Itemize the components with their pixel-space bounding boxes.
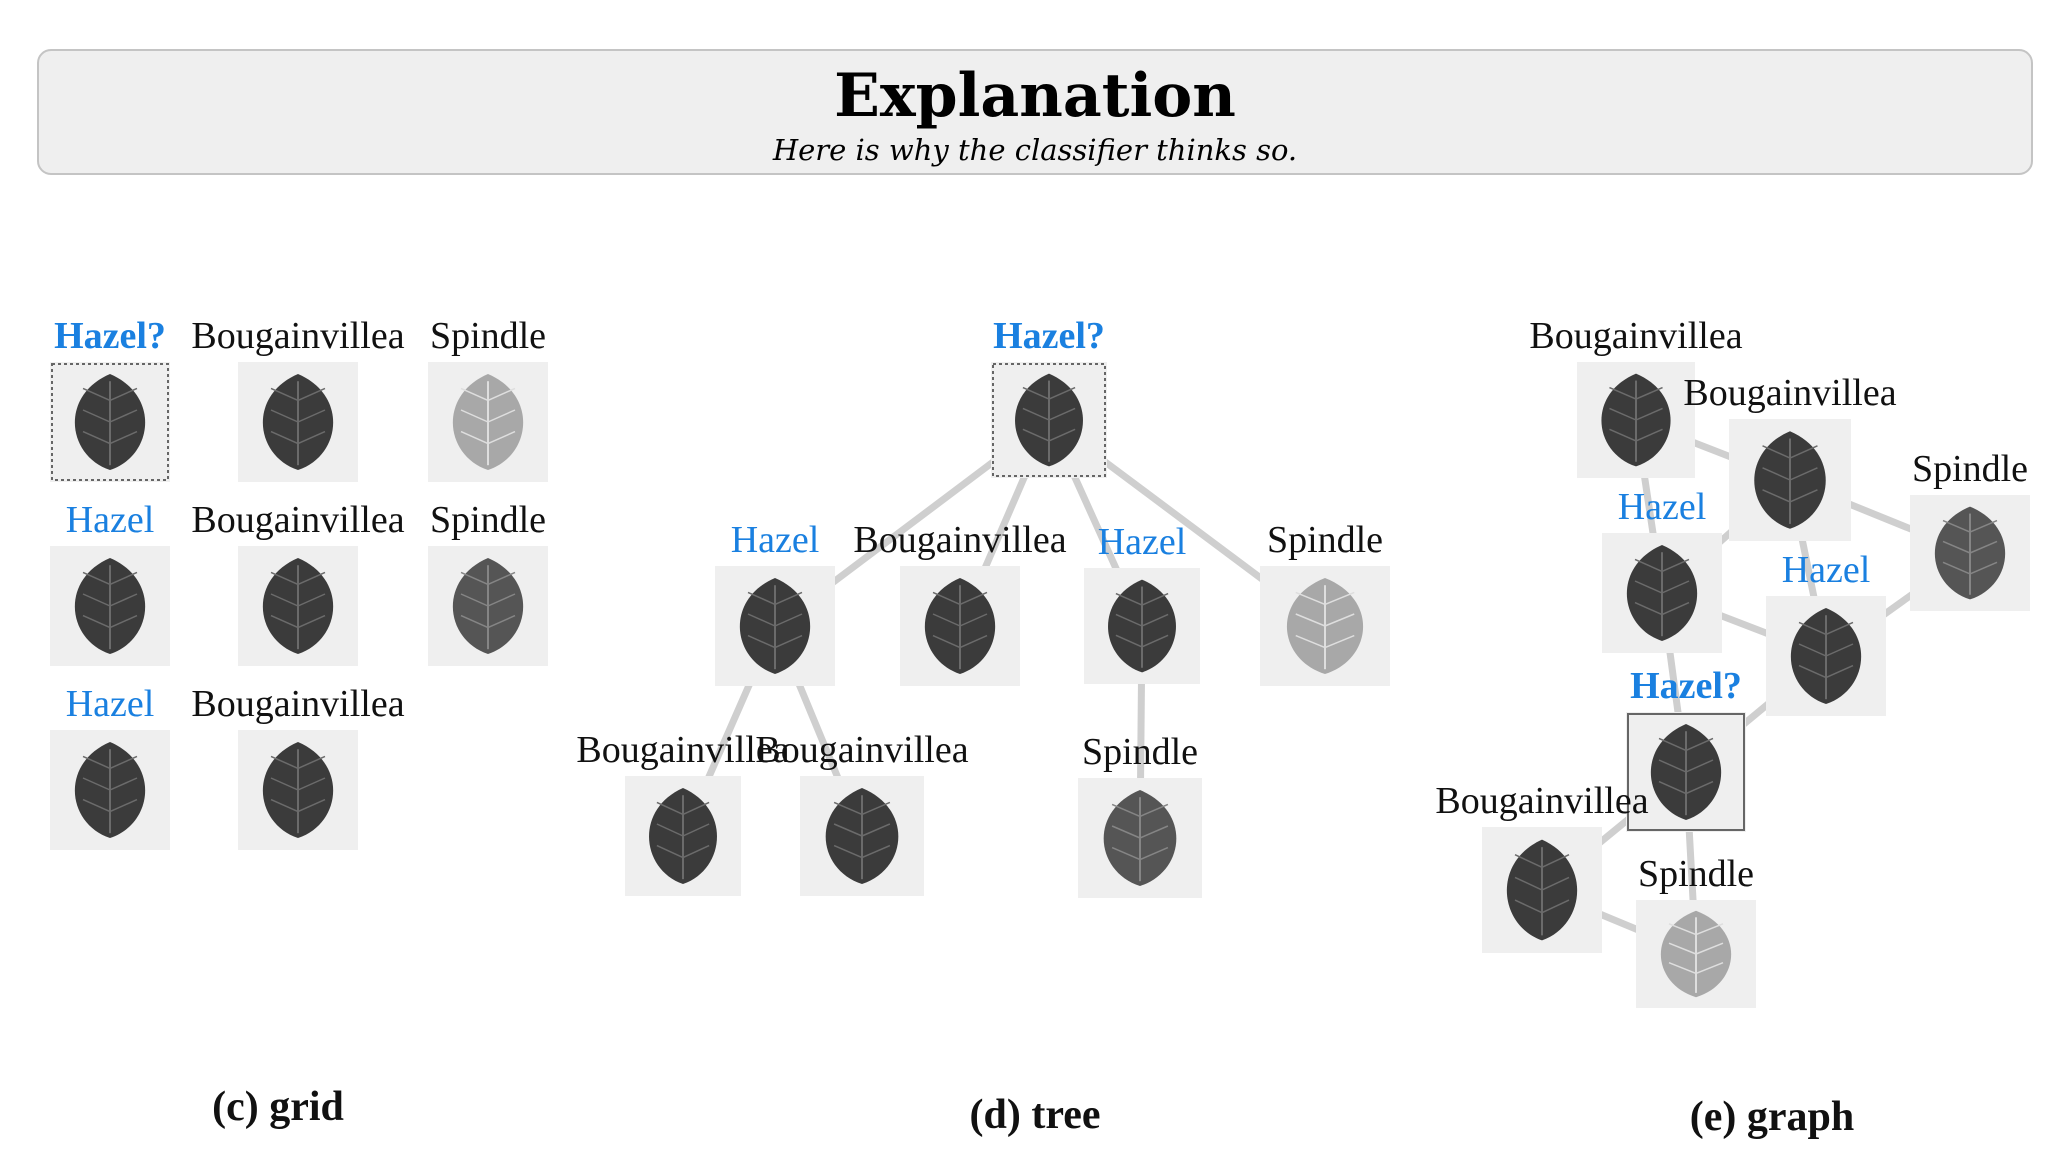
node-label: Bougainvillea [1683,372,1896,414]
header-subtitle: Here is why the classifier thinks so. [772,133,1298,167]
node-label: Bougainvillea [1529,315,1742,357]
graph-caption: (e) graph [1690,1094,1854,1140]
header-title: Explanation [834,61,1236,131]
node-label: Hazel [731,519,820,561]
leaf-icon [924,578,996,674]
node-label: Bougainvillea [191,499,404,541]
leaf-icon [1934,506,2006,600]
grid-node: Bougainvillea [191,683,405,850]
leaf-icon [1108,579,1176,673]
graph-panel: Bougainvillea Bougainvillea Spindle Hazel Ha… [1435,315,2030,1140]
node-label: Bougainvillea [191,683,404,725]
tree-node: Bougainvillea [576,729,790,896]
tree-node: Hazel? [991,315,1107,478]
leaf-icon [262,742,334,838]
tree-node: Bougainvillea [755,729,969,896]
tree-node: Spindle [1260,519,1390,686]
graph-node: Spindle [1636,853,1756,1008]
grid-node: Hazel? [50,315,170,482]
tree-caption: (d) tree [970,1092,1101,1138]
node-label: Spindle [1912,448,2028,490]
tree-node: Hazel [715,519,835,686]
query-box [992,363,1106,477]
node-label: Bougainvillea [1435,780,1648,822]
node-label: Spindle [430,315,546,357]
node-label: Bougainvillea [853,519,1066,561]
leaf-icon [1754,431,1826,529]
node-label: Spindle [430,499,546,541]
grid-caption: (c) grid [212,1084,344,1130]
leaf-icon [74,742,146,838]
node-label: Hazel [1098,521,1187,563]
node-label: Hazel [1782,549,1871,591]
leaf-icon [262,374,334,470]
leaf-icon [74,558,146,654]
graph-node: Hazel [1766,549,1886,716]
node-label: Hazel? [54,315,166,357]
node-label: Bougainvillea [191,315,404,357]
tree-panel: Hazel? Hazel Bougainvillea Hazel Spindle Boug… [576,315,1390,1138]
tree-node: Hazel [1084,521,1200,684]
query-box [51,363,169,481]
grid-node: Spindle [428,499,548,666]
graph-node: Hazel [1602,486,1722,653]
leaf-icon [452,558,524,654]
leaf-icon [262,558,334,654]
query-box [1627,713,1745,831]
graph-node: Spindle [1910,448,2030,611]
leaf-icon [1506,839,1578,941]
node-label: Bougainvillea [576,729,789,771]
node-label: Hazel? [1630,665,1742,707]
grid-node: Bougainvillea [191,315,405,482]
node-label: Hazel? [993,315,1105,357]
node-label: Hazel [66,499,155,541]
node-label: Hazel [66,683,155,725]
leaf-icon [452,374,524,470]
node-label: Hazel [1618,486,1707,528]
leaf-icon [1601,373,1671,467]
node-label: Spindle [1638,853,1754,895]
graph-node: Bougainvillea [1683,372,1897,541]
grid-node: Spindle [428,315,548,482]
leaf-icon [1650,724,1722,820]
leaf-icon [1015,373,1083,467]
tree-node: Bougainvillea [853,519,1067,686]
leaf-icon [649,788,717,884]
leaf-icon [739,578,811,674]
leaf-icon [1790,608,1862,704]
leaf-icon [1660,910,1732,998]
node-label: Bougainvillea [755,729,968,771]
node-label: Spindle [1082,731,1198,773]
leaf-icon [1626,545,1698,641]
tree-node: Spindle [1078,731,1202,898]
leaf-icon [1103,790,1177,886]
leaf-icon [1286,578,1364,674]
graph-node: Bougainvillea [1435,780,1649,953]
graph-node: Bougainvillea [1529,315,1743,478]
grid-node: Hazel [50,499,170,666]
grid-node: Bougainvillea [191,499,405,666]
node-label: Spindle [1267,519,1383,561]
grid-panel: Hazel? Bougainvillea Spindle Hazel Bougainvi… [50,315,548,1130]
grid-node: Hazel [50,683,170,850]
graph-node: Hazel? [1626,665,1746,832]
explanation-header: Explanation Here is why the classifier t… [37,49,2033,175]
leaf-icon [74,374,146,470]
leaf-icon [825,788,899,884]
